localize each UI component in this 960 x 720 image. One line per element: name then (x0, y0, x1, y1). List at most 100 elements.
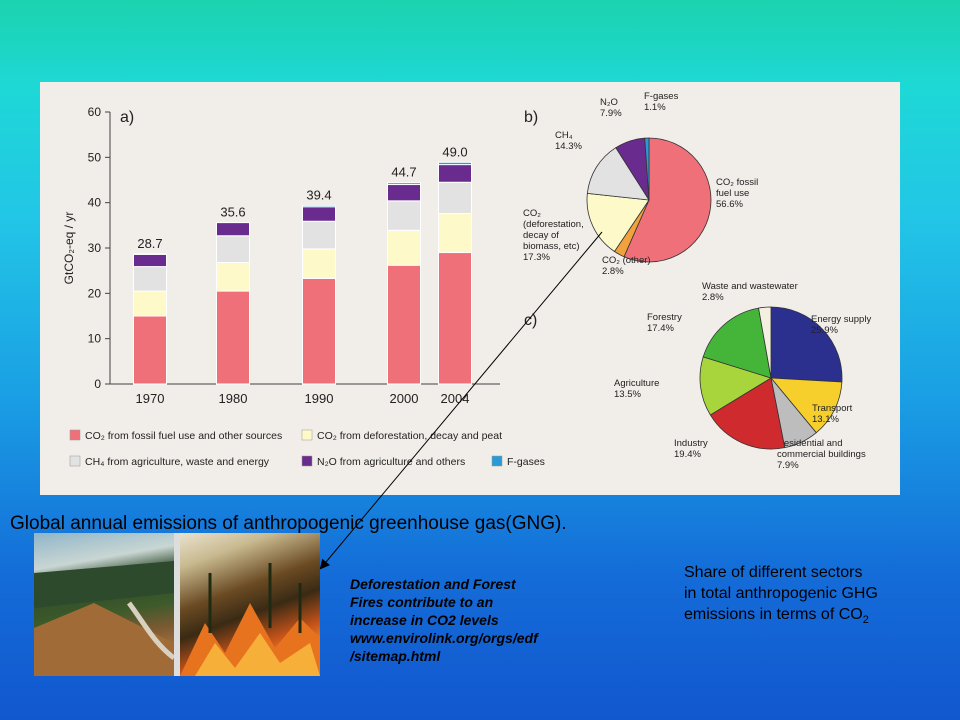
legend-swatch (69, 429, 81, 441)
y-tick-label: 60 (88, 105, 102, 119)
share-line-3: emissions in terms of CO2 (684, 604, 944, 631)
pie-b-panel-label: b) (524, 109, 538, 126)
y-tick-label: 40 (88, 196, 102, 210)
pie-b-slice-label: CO₂ fossil (716, 177, 758, 188)
bar-total-label: 35.6 (220, 205, 245, 220)
pie-b-slice-label: 7.9% (600, 108, 622, 119)
x-tick-label: 1980 (219, 391, 248, 406)
bar-segment (133, 315, 167, 385)
pie-c-slice-label: 17.4% (647, 323, 674, 334)
pie-c-slice (770, 377, 843, 434)
bar-segment (302, 277, 336, 385)
pie-b-slice-label: CH₄ (555, 130, 573, 141)
bar-segment (133, 266, 167, 292)
share-line-2: in total anthropogenic GHG (684, 585, 878, 602)
pie-b-slice (623, 137, 712, 263)
legend-swatch (491, 455, 503, 467)
bar-segment (216, 222, 250, 237)
legend-entry: N₂O from agriculture and others (317, 456, 465, 468)
note-line-4: www.envirolink.org/orgs/edf (350, 630, 538, 646)
figure-caption: Global annual emissions of anthropogenic… (10, 513, 567, 534)
bar-segment (387, 264, 421, 385)
bar-segment (302, 220, 336, 250)
x-tick-label: 2000 (390, 391, 419, 406)
deforestation-note: Deforestation and Forest Fires contribut… (350, 575, 600, 665)
bar-segment (438, 181, 472, 215)
bar-segment (387, 184, 421, 202)
pie-b-slice-label: CO₂ (523, 208, 541, 219)
bar-segment (302, 204, 336, 208)
pie-c-slice-label: 2.8% (702, 292, 724, 303)
pie-c-slice-label: Residential and (777, 438, 843, 449)
deforested-hillside-photo (34, 533, 174, 676)
x-tick-label: 1970 (136, 391, 165, 406)
pie-c-slice-label: 13.1% (812, 414, 839, 425)
legend-swatch (301, 429, 313, 441)
share-line-1: Share of different sectors (684, 564, 863, 581)
figure-panel: a) 0 10 20 30 40 50 60 GtCO₂-eq / yr 28.7 1970 35.6… (40, 82, 900, 495)
bar-total-label: 39.4 (306, 187, 331, 202)
pie-c-slice-label: Agriculture (614, 378, 659, 389)
bar-total-label: 49.0 (442, 144, 467, 159)
bar-total-label: 44.7 (391, 165, 416, 180)
pie-c-slice (699, 356, 772, 416)
legend-entry: CO₂ from deforestation, decay and peat (317, 430, 502, 442)
bar-segment (438, 213, 472, 254)
pie-c-slice (758, 306, 772, 379)
bar-segment (438, 161, 472, 166)
legend-swatch (301, 455, 313, 467)
pie-c-slice-label: Energy supply (811, 314, 871, 325)
y-axis-label: GtCO₂-eq / yr (62, 212, 76, 285)
bar-segment (216, 290, 250, 385)
pie-c-slice-label: commercial buildings (777, 449, 866, 460)
pie-b-slice-label: fuel use (716, 188, 749, 199)
pie-b-slice-label: biomass, etc) (523, 241, 580, 252)
photo-divider (174, 533, 180, 676)
legend-entry: F-gases (507, 456, 545, 468)
pie-b-slice-label: F-gases (644, 91, 679, 102)
pie-c-slice-label: Transport (812, 403, 853, 414)
pie-c-slice-label: 25.9% (811, 325, 838, 336)
pie-b-slice (586, 147, 650, 201)
pie-b-slice-label: 1.1% (644, 102, 666, 113)
pie-b-slice (644, 137, 650, 201)
pie-c-slice-label: 7.9% (777, 460, 799, 471)
note-line-3: increase in CO2 levels (350, 612, 499, 628)
pie-b-slice-label: 14.3% (555, 141, 582, 152)
share-line-3-sub: 2 (862, 614, 869, 627)
pie-b-slice-label: N₂O (600, 97, 618, 108)
bar-segment (216, 235, 250, 264)
pie-c-slice (709, 377, 786, 450)
bar-segment (387, 182, 421, 186)
legend-entry: CO₂ from fossil fuel use and other sourc… (85, 430, 282, 442)
y-tick-label: 30 (88, 241, 102, 255)
y-tick-label: 50 (88, 150, 102, 164)
pie-c-panel-label: c) (524, 312, 537, 329)
y-tick-label: 20 (88, 286, 102, 300)
sector-share-note: Share of different sectors in total anth… (684, 562, 944, 631)
pie-c-slice (770, 306, 843, 383)
pie-b-slice-label: 56.6% (716, 199, 743, 210)
y-tick-label: 10 (88, 332, 102, 346)
pie-c-slice (702, 307, 772, 379)
pie-b-slice-label: CO₂ (other) (602, 255, 651, 266)
pie-c-slice-label: 13.5% (614, 389, 641, 400)
bar-total-label: 28.7 (137, 236, 162, 251)
emissions-figure: a) 0 10 20 30 40 50 60 GtCO₂-eq / yr 28.7 1970 35.6… (62, 91, 871, 471)
pie-c-slice-label: Waste and wastewater (702, 281, 798, 292)
pie-b-slice (586, 192, 650, 253)
bar-segment (438, 164, 472, 183)
pie-c-slice-label: Forestry (647, 312, 682, 323)
share-line-3-text: emissions in terms of CO (684, 606, 863, 623)
y-tick-label: 0 (94, 377, 101, 391)
note-line-5: /sitemap.html (350, 648, 441, 664)
bar-segment (438, 252, 472, 385)
legend-swatch (69, 455, 81, 467)
note-line-2: Fires contribute to an (350, 594, 494, 610)
bar-panel-label: a) (120, 109, 134, 126)
x-tick-label: 1990 (305, 391, 334, 406)
note-line-1: Deforestation and Forest (350, 576, 516, 592)
bar-segment (302, 248, 336, 279)
pie-b-slice-label: 17.3% (523, 252, 550, 263)
pie-c-slice-label: Industry (674, 438, 708, 449)
